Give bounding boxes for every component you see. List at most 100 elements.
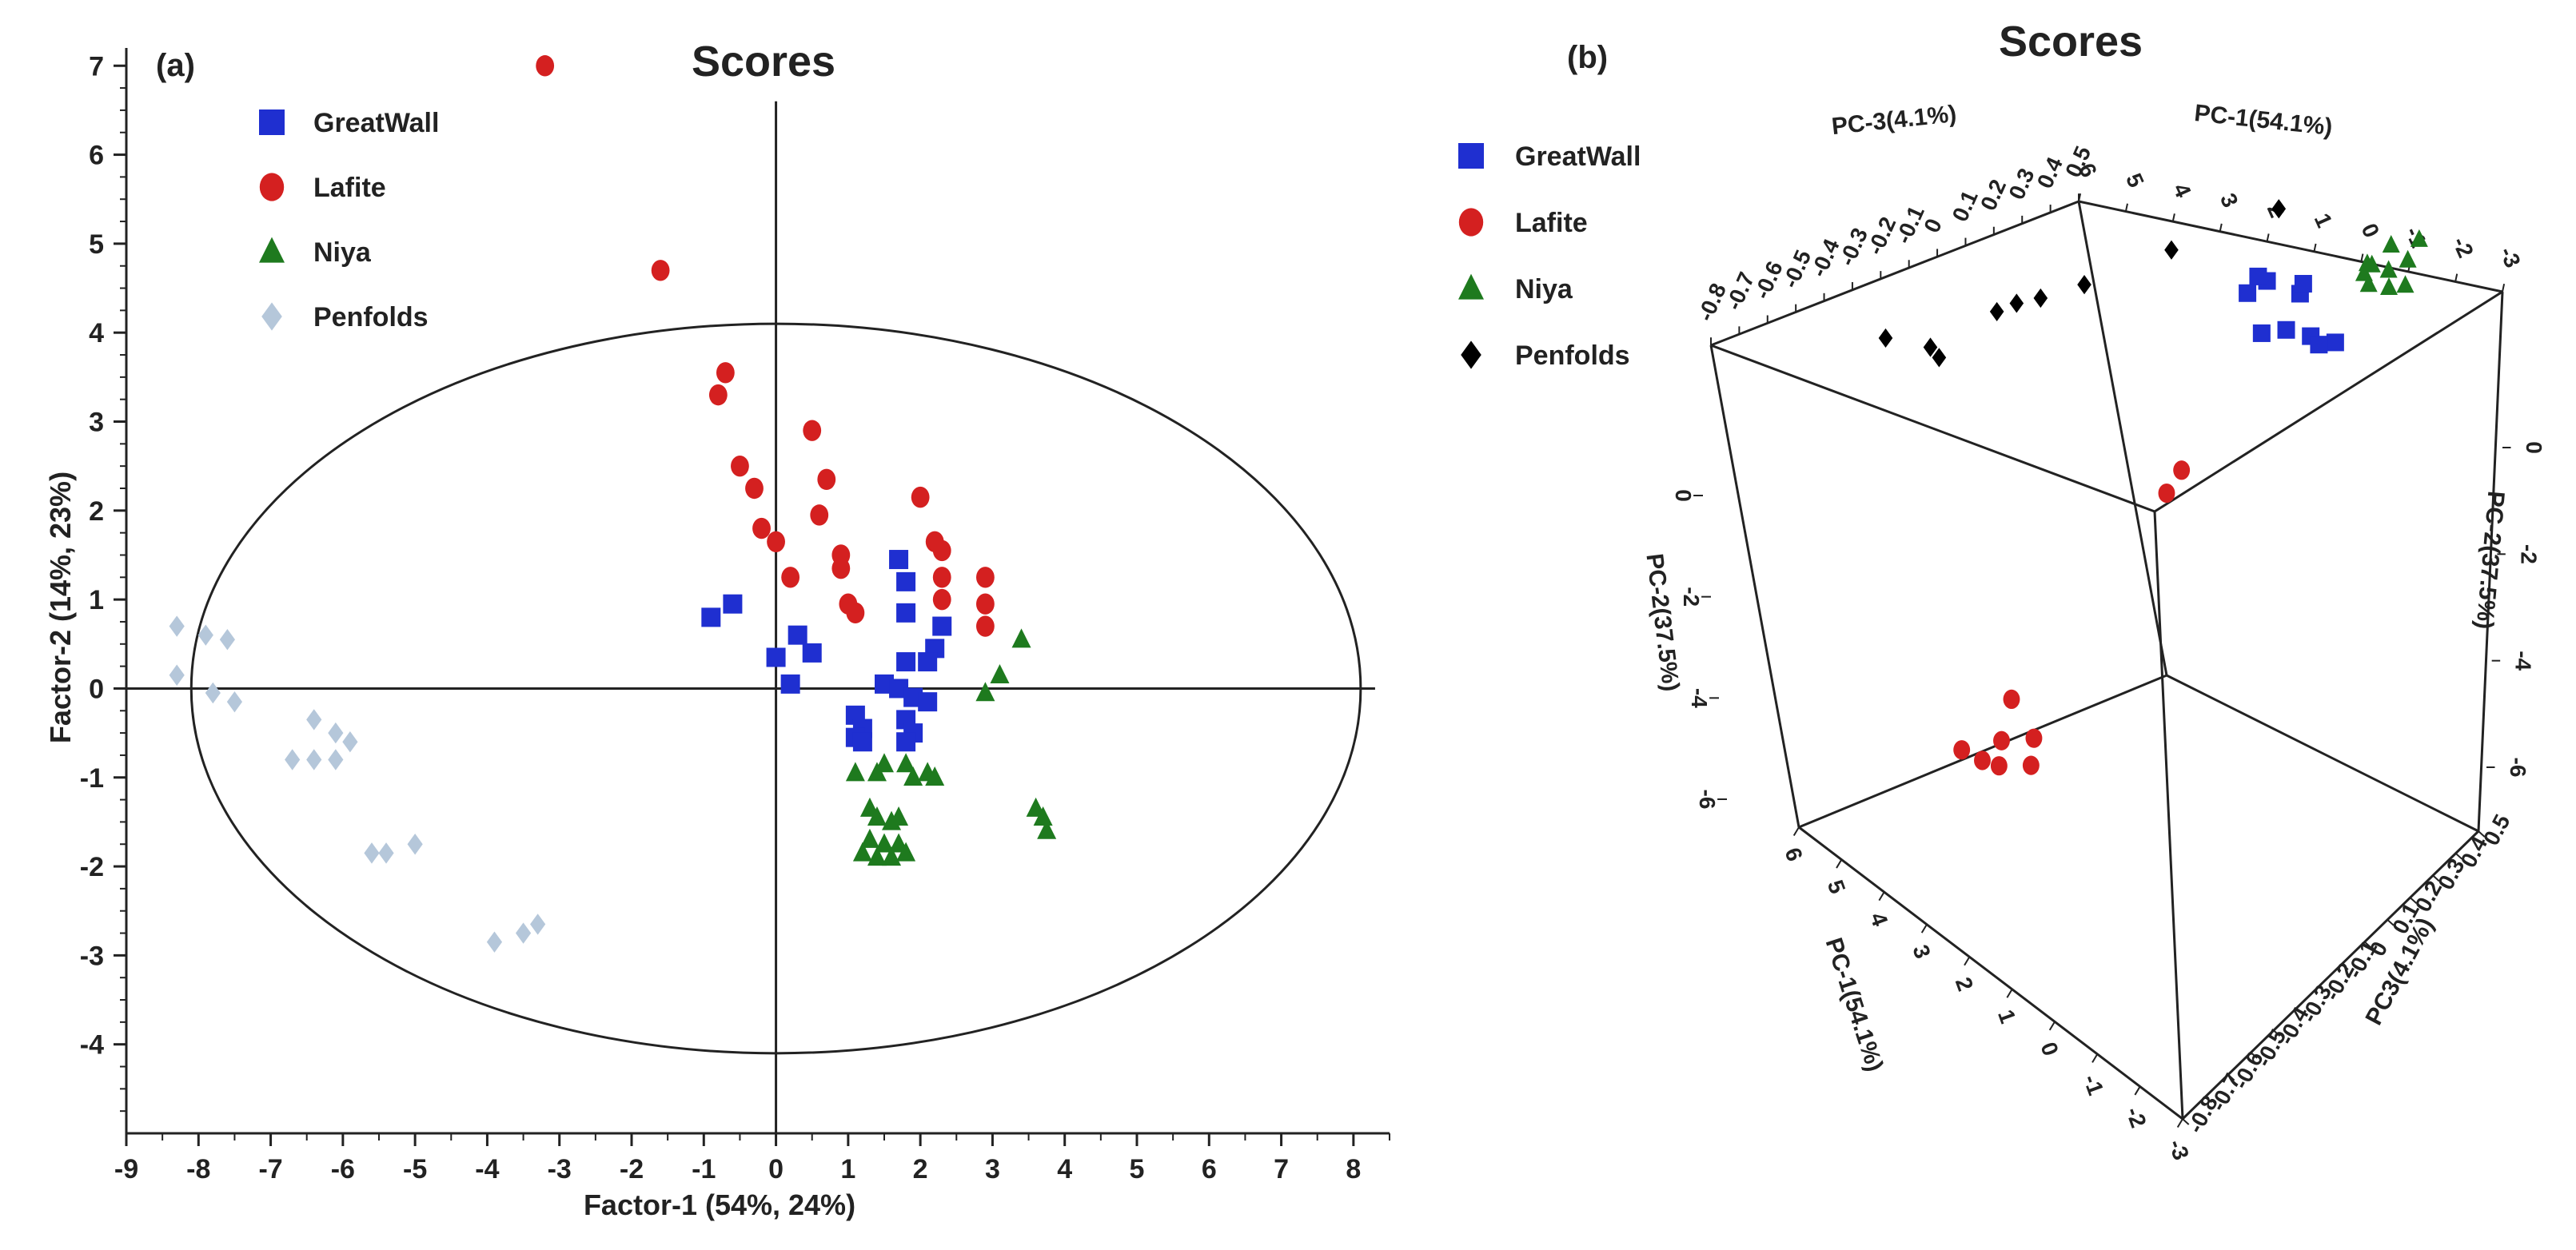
- point-greatwall: [766, 647, 786, 667]
- point3d-lafite: [1993, 730, 2010, 750]
- x-tick-label: 5: [1130, 1154, 1145, 1184]
- front-pc3-tick: [2341, 963, 2349, 970]
- front-pc1-tick-label: -2: [2121, 1104, 2151, 1131]
- y-tick-label: 5: [89, 229, 104, 260]
- legend-marker-penfolds: [261, 302, 282, 331]
- point-greatwall: [701, 607, 721, 627]
- cube-edge: [2181, 830, 2480, 1121]
- legend3d-label-penfolds: Penfolds: [1515, 340, 1630, 371]
- legend3d-label-lafite: Lafite: [1515, 208, 1588, 238]
- x-tick-label: -8: [186, 1154, 210, 1184]
- top-pc3-tick-label: 0.4: [2032, 153, 2068, 193]
- front-pc3-tick: [2250, 1052, 2258, 1059]
- front-pc3-tick: [2204, 1096, 2212, 1104]
- point3d-penfolds: [2164, 240, 2179, 260]
- right-pc2-tick-label: -2: [2516, 544, 2541, 564]
- front-pc1-tick: [1920, 924, 1928, 934]
- point-niya: [875, 833, 894, 853]
- top-pc3-tick-label: 0.3: [2004, 165, 2039, 203]
- point3d-penfolds: [1878, 328, 1893, 348]
- top-pc3-tick-label: 0.2: [1976, 176, 2011, 214]
- panel-a-title: Scores: [692, 38, 835, 86]
- point3d-penfolds: [1932, 348, 1947, 368]
- legend-marker-niya: [259, 237, 285, 263]
- front-pc1-tick-label: 3: [1908, 941, 1935, 961]
- cube-edge: [1709, 344, 1800, 828]
- top-pc1-tick: [2313, 243, 2317, 252]
- top-pc1-tick: [2124, 203, 2128, 212]
- legend3d-marker-niya: [1458, 273, 1484, 300]
- point-greatwall: [896, 603, 916, 623]
- point-greatwall: [918, 692, 938, 712]
- point3d-lafite: [2022, 755, 2040, 775]
- point-greatwall: [896, 732, 916, 752]
- point-greatwall: [852, 732, 872, 752]
- point-lafite: [911, 486, 930, 508]
- point-lafite: [708, 384, 728, 406]
- point-lafite: [745, 477, 764, 500]
- legend3d-label-greatwall: GreatWall: [1515, 141, 1641, 172]
- x-tick-label: 7: [1274, 1154, 1289, 1184]
- cube-edge: [2477, 291, 2504, 832]
- point3d-penfolds: [2009, 293, 2024, 313]
- legend-marker-lafite: [259, 173, 285, 201]
- point3d-penfolds: [1989, 301, 2004, 322]
- point-penfolds: [306, 709, 322, 730]
- point-niya: [1033, 806, 1053, 826]
- front-pc1-tick: [2006, 989, 2013, 998]
- legend-label-greatwall: GreatWall: [313, 108, 439, 138]
- point3d-penfolds: [2271, 199, 2287, 219]
- legend3d-marker-penfolds: [1461, 340, 1481, 369]
- point-lafite: [767, 531, 785, 552]
- top-pc1-tick: [2219, 223, 2223, 232]
- x-tick-label: 0: [768, 1154, 784, 1184]
- y-tick-label: -3: [80, 941, 104, 971]
- point-penfolds: [486, 931, 503, 953]
- point3d-lafite: [2158, 483, 2175, 504]
- y-tick-label: 4: [89, 318, 104, 348]
- point-penfolds: [328, 722, 344, 744]
- x-tick-label: -5: [403, 1154, 427, 1184]
- y-tick-label: -4: [80, 1030, 104, 1061]
- front-pc1-tick-label: 6: [1780, 844, 1807, 864]
- top-pc1-tick-label: -3: [2494, 243, 2525, 271]
- cube-edge: [2166, 674, 2479, 833]
- point-greatwall: [918, 652, 938, 672]
- point-lafite: [976, 615, 995, 637]
- x-tick-label: 6: [1202, 1154, 1217, 1184]
- panel-b-legend: GreatWall Lafite Niya Penfolds: [1458, 141, 1641, 371]
- cube-edge: [2154, 290, 2503, 513]
- point-lafite: [803, 420, 822, 441]
- point-niya: [852, 842, 872, 862]
- front-pc1-tick-label: -3: [2163, 1136, 2194, 1163]
- point-greatwall: [889, 550, 909, 570]
- panel-a-points: [169, 55, 1057, 953]
- x-tick-label: -3: [548, 1154, 572, 1184]
- x-tick-label: -6: [331, 1154, 355, 1184]
- point3d-penfolds: [2077, 274, 2092, 295]
- x-tick-label: 2: [913, 1154, 928, 1184]
- x-tick-label: -4: [475, 1154, 499, 1184]
- panel-b-pc3-top-title: PC-3(4.1%): [1830, 101, 1957, 140]
- point3d-lafite: [1953, 740, 1971, 760]
- point-lafite: [536, 55, 555, 77]
- y-tick-label: -2: [80, 852, 104, 882]
- point-penfolds: [205, 682, 221, 704]
- panel-b-pc1-top-title: PC-1(54.1%): [2193, 100, 2334, 141]
- point3d-lafite: [2173, 460, 2191, 480]
- panel-b-pc1-front-title: PC-1(54.1%): [1820, 935, 1888, 1075]
- point3d-niya: [2380, 277, 2399, 295]
- point3d-lafite: [1990, 756, 2008, 776]
- point-lafite: [731, 455, 749, 477]
- point-niya: [867, 806, 887, 826]
- point-penfolds: [342, 731, 358, 753]
- left-pc2-tick-label: -2: [1679, 587, 1704, 607]
- front-pc1-tick: [2176, 1118, 2183, 1129]
- cube-edge: [2077, 201, 2168, 676]
- point-lafite: [781, 567, 800, 588]
- legend-label-niya: Niya: [313, 237, 372, 268]
- point-greatwall: [802, 643, 822, 663]
- legend3d-marker-greatwall: [1458, 143, 1484, 169]
- x-tick-label: 1: [840, 1154, 855, 1184]
